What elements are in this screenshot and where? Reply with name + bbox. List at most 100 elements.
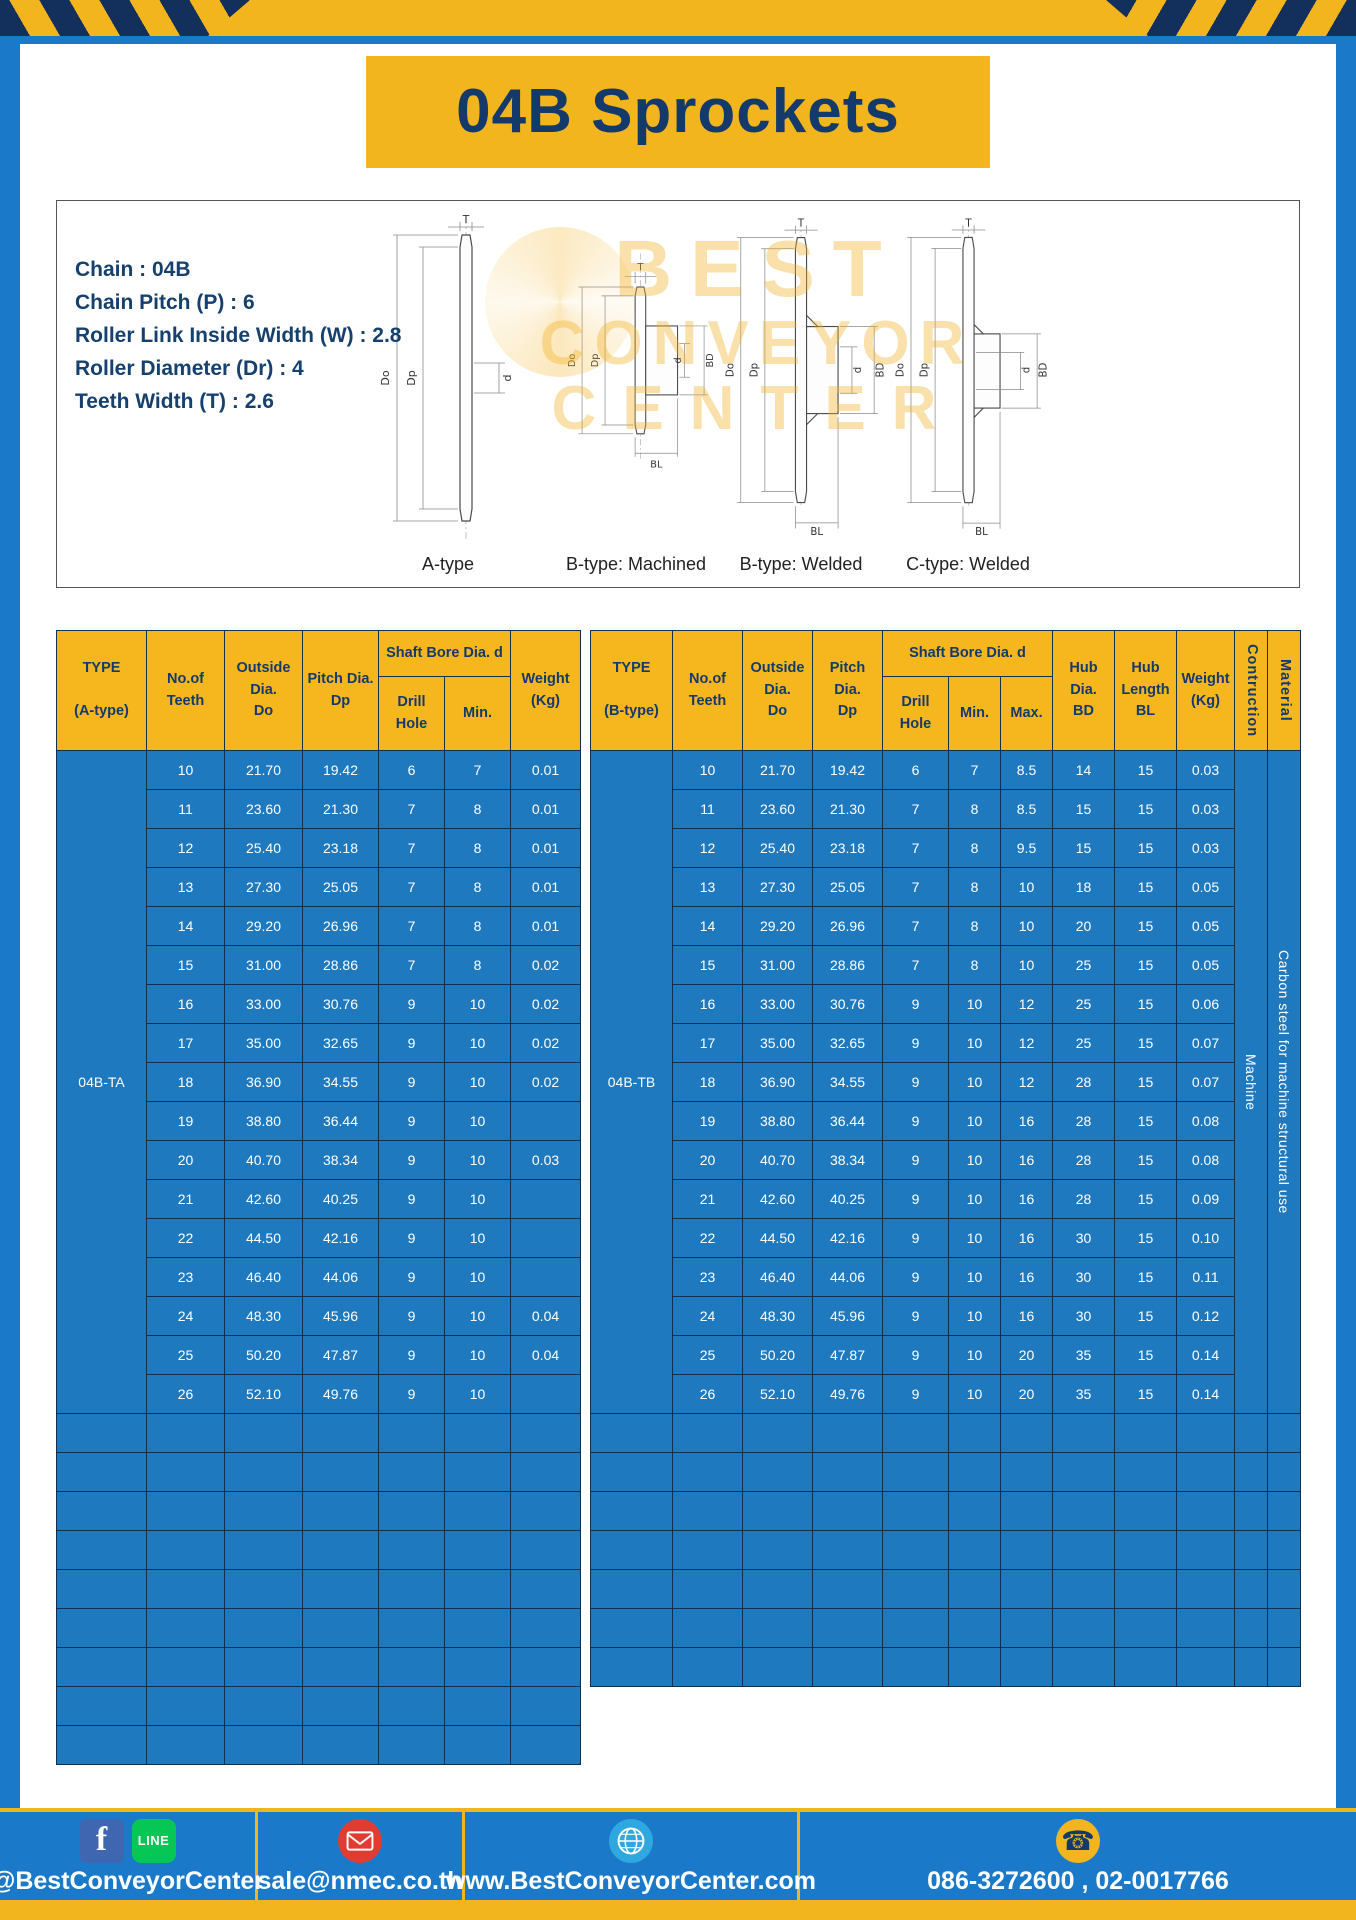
empty-cell — [146, 1725, 225, 1765]
drawing-b-type-welded: T Do Dp d BD BL — [725, 218, 886, 537]
empty-cell — [742, 1413, 813, 1453]
data-cell: 15 — [1114, 1062, 1177, 1102]
data-cell: 16 — [1000, 1218, 1053, 1258]
data-cell: 29.20 — [224, 906, 303, 946]
data-cell: 35 — [1052, 1374, 1115, 1414]
empty-cell — [510, 1608, 582, 1648]
table-row: 12 25.40 23.18 7 8 9.5 15 15 0.03 — [591, 828, 1301, 868]
spec-line: Chain : 04B — [75, 258, 191, 281]
spec-line: Chain Pitch (P) : 6 — [75, 291, 255, 314]
empty-cell — [1114, 1413, 1177, 1453]
empty-cell — [948, 1569, 1001, 1609]
empty-cell — [378, 1491, 445, 1531]
col-header-pitch-dia: Pitch Dia. Dp — [302, 630, 379, 751]
empty-cell — [1176, 1569, 1235, 1609]
table-row: 17 35.00 32.65 9 10 12 25 15 0.07 — [591, 1023, 1301, 1063]
empty-cell — [224, 1647, 303, 1687]
col-header-shaft-bore-group: Shaft Bore Dia. d — [377, 630, 512, 677]
data-cell: 0.04 — [510, 1335, 582, 1375]
table-b-type: TYPE (B-type) No.of Teeth Outside Dia. D… — [590, 630, 1301, 1687]
empty-cell — [1052, 1491, 1115, 1531]
table-row: 17 35.00 32.65 9 10 0.02 — [57, 1023, 582, 1063]
data-cell: 48.30 — [224, 1296, 303, 1336]
empty-cell — [146, 1491, 225, 1531]
data-cell: 50.20 — [224, 1335, 303, 1375]
table-row: 25 50.20 47.87 9 10 0.04 — [57, 1335, 582, 1375]
construction-cell: Machine — [1234, 750, 1268, 1414]
data-cell: 6 — [378, 750, 445, 790]
empty-cell — [882, 1647, 949, 1687]
empty-cell — [1000, 1413, 1053, 1453]
data-cell: 10 — [443, 1023, 512, 1063]
empty-cell — [1000, 1491, 1053, 1531]
website-text: www.BestConveyorCenter.com — [446, 1867, 817, 1895]
dim-label-dp: Dp — [590, 354, 601, 368]
data-cell: 40.25 — [302, 1179, 379, 1219]
data-cell: 40.70 — [224, 1140, 303, 1180]
table-row: 24 48.30 45.96 9 10 16 30 15 0.12 — [591, 1296, 1301, 1336]
data-cell: 28.86 — [812, 945, 883, 985]
col-header-weight: Weight (Kg) — [510, 630, 582, 751]
data-cell: 52.10 — [742, 1374, 813, 1414]
empty-cell — [302, 1686, 379, 1726]
data-cell: 9 — [378, 1140, 445, 1180]
data-cell: 20 — [672, 1140, 743, 1180]
data-cell — [510, 1257, 582, 1297]
data-cell: 28.86 — [302, 945, 379, 985]
data-cell: 10 — [948, 1179, 1001, 1219]
empty-cell — [224, 1530, 303, 1570]
dim-label-do: Do — [725, 363, 736, 377]
data-cell: 26 — [146, 1374, 225, 1414]
empty-cell — [378, 1608, 445, 1648]
empty-cell — [443, 1530, 512, 1570]
data-cell — [510, 1101, 582, 1141]
data-cell: 10 — [443, 1257, 512, 1297]
col-header-max: Max. — [1000, 676, 1053, 751]
empty-cell — [1267, 1452, 1301, 1492]
empty-row — [56, 1491, 582, 1531]
empty-cell — [510, 1530, 582, 1570]
empty-cell — [742, 1491, 813, 1531]
empty-row — [590, 1647, 1301, 1687]
hazard-stripes-right — [1106, 0, 1356, 36]
data-cell — [510, 1374, 582, 1414]
caption-c-type-welded: C-type: Welded — [906, 554, 1030, 574]
empty-row — [590, 1569, 1301, 1609]
data-cell: 15 — [1114, 1101, 1177, 1141]
empty-cell — [1267, 1413, 1301, 1453]
empty-cell — [812, 1608, 883, 1648]
empty-cell — [1234, 1413, 1268, 1453]
table-row: 12 25.40 23.18 7 8 0.01 — [57, 828, 582, 868]
data-cell: 0.05 — [1176, 867, 1235, 907]
data-cell: 9 — [378, 1062, 445, 1102]
data-cell: 26.96 — [812, 906, 883, 946]
empty-cell — [443, 1608, 512, 1648]
empty-cell — [672, 1647, 743, 1687]
data-cell: 30 — [1052, 1218, 1115, 1258]
empty-cell — [1176, 1452, 1235, 1492]
empty-cell — [882, 1569, 949, 1609]
data-cell: 30.76 — [812, 984, 883, 1024]
data-cell: 9 — [378, 1335, 445, 1375]
data-cell: 35.00 — [224, 1023, 303, 1063]
data-cell: 42.60 — [224, 1179, 303, 1219]
data-cell: 8 — [948, 789, 1001, 829]
dim-label-d: d — [1022, 367, 1033, 373]
table-row: 04B-TB 10 21.70 19.42 6 7 8.5 14 15 0.03 Machine Ca… — [590, 750, 1301, 1414]
data-cell: 10 — [948, 1062, 1001, 1102]
empty-cell — [1234, 1530, 1268, 1570]
data-cell: 25.05 — [812, 867, 883, 907]
chain-specs: Chain : 04B Chain Pitch (P) : 6 Roller L… — [75, 253, 401, 418]
data-cell: 15 — [1114, 1179, 1177, 1219]
empty-cell — [742, 1530, 813, 1570]
empty-cell — [510, 1413, 582, 1453]
empty-cell — [1052, 1452, 1115, 1492]
data-cell: 30 — [1052, 1296, 1115, 1336]
empty-cell — [1052, 1569, 1115, 1609]
data-cell: 10 — [443, 1101, 512, 1141]
data-cell: 48.30 — [742, 1296, 813, 1336]
data-cell: 36.90 — [224, 1062, 303, 1102]
data-cell: 16 — [1000, 1257, 1053, 1297]
data-cell: 10 — [146, 750, 225, 790]
table-row: 25 50.20 47.87 9 10 20 35 15 0.14 — [591, 1335, 1301, 1375]
